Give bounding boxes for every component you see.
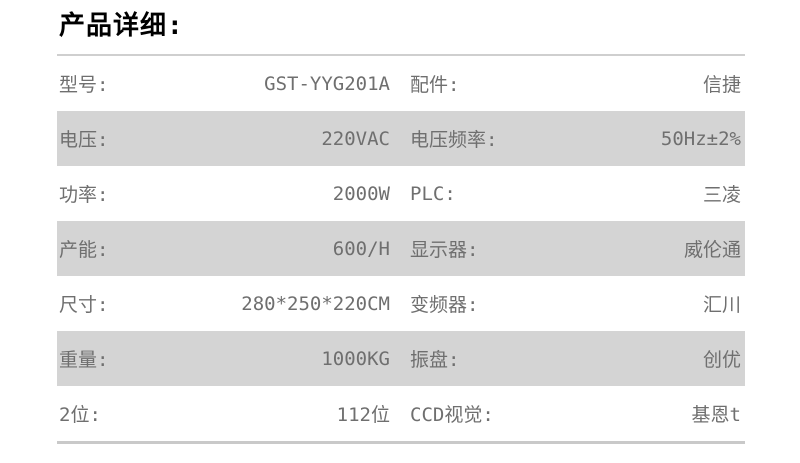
spec-value: 威伦通 <box>683 239 741 261</box>
table-row: 型号: GST-YYG201A 配件: 信捷 <box>57 56 745 111</box>
spec-cell: 变频器: 汇川 <box>402 276 745 331</box>
spec-cell: 重量: 1000KG <box>57 331 402 386</box>
spec-value: 2000W <box>332 182 390 205</box>
table-row: 产能: 600/H 显示器: 威伦通 <box>57 221 745 276</box>
spec-cell: PLC: 三凌 <box>402 166 745 221</box>
spec-cell: 配件: 信捷 <box>402 56 745 111</box>
spec-label: CCD视觉: <box>410 404 494 426</box>
spec-cell: 显示器: 威伦通 <box>402 221 745 276</box>
spec-label: 产能: <box>59 239 109 261</box>
spec-label: 振盘: <box>410 349 460 371</box>
table-row: 重量: 1000KG 振盘: 创优 <box>57 331 745 386</box>
spec-cell: 型号: GST-YYG201A <box>57 56 402 111</box>
product-spec-table: 型号: GST-YYG201A 配件: 信捷 电压: 220VAC 电压频率: … <box>57 54 745 444</box>
spec-cell: 2位: 112位 <box>57 386 402 441</box>
spec-label: 配件: <box>410 74 460 96</box>
spec-label: 电压频率: <box>410 129 498 151</box>
spec-value: 600/H <box>332 237 390 260</box>
spec-value: GST-YYG201A <box>264 72 390 95</box>
spec-label: 电压: <box>59 129 109 151</box>
spec-label: 功率: <box>59 184 109 206</box>
spec-label: 尺寸: <box>59 294 109 316</box>
spec-value: 三凌 <box>702 184 741 206</box>
spec-value: 创优 <box>702 349 741 371</box>
spec-value: 50Hz±2% <box>660 127 741 150</box>
spec-value: 220VAC <box>321 127 390 150</box>
spec-value: 280*250*220CM <box>241 292 390 315</box>
spec-label: 显示器: <box>410 239 479 261</box>
page-title: 产品详细: <box>59 11 184 41</box>
spec-label: PLC: <box>410 182 456 205</box>
spec-value: 1000KG <box>321 347 390 370</box>
spec-cell: 电压频率: 50Hz±2% <box>402 111 745 166</box>
spec-label: 重量: <box>59 349 109 371</box>
table-row: 2位: 112位 CCD视觉: 基恩t <box>57 386 745 441</box>
spec-label: 2位: <box>59 404 101 426</box>
table-row: 功率: 2000W PLC: 三凌 <box>57 166 745 221</box>
spec-value: 汇川 <box>702 294 741 316</box>
table-row: 尺寸: 280*250*220CM 变频器: 汇川 <box>57 276 745 331</box>
spec-cell: 尺寸: 280*250*220CM <box>57 276 402 331</box>
spec-cell: 功率: 2000W <box>57 166 402 221</box>
spec-value: 信捷 <box>702 74 741 96</box>
spec-value: 112位 <box>336 404 390 426</box>
spec-value: 基恩t <box>691 404 741 426</box>
spec-cell: 电压: 220VAC <box>57 111 402 166</box>
spec-cell: CCD视觉: 基恩t <box>402 386 745 441</box>
spec-label: 变频器: <box>410 294 479 316</box>
spec-cell: 振盘: 创优 <box>402 331 745 386</box>
spec-label: 型号: <box>59 74 109 96</box>
spec-cell: 产能: 600/H <box>57 221 402 276</box>
table-row: 电压: 220VAC 电压频率: 50Hz±2% <box>57 111 745 166</box>
